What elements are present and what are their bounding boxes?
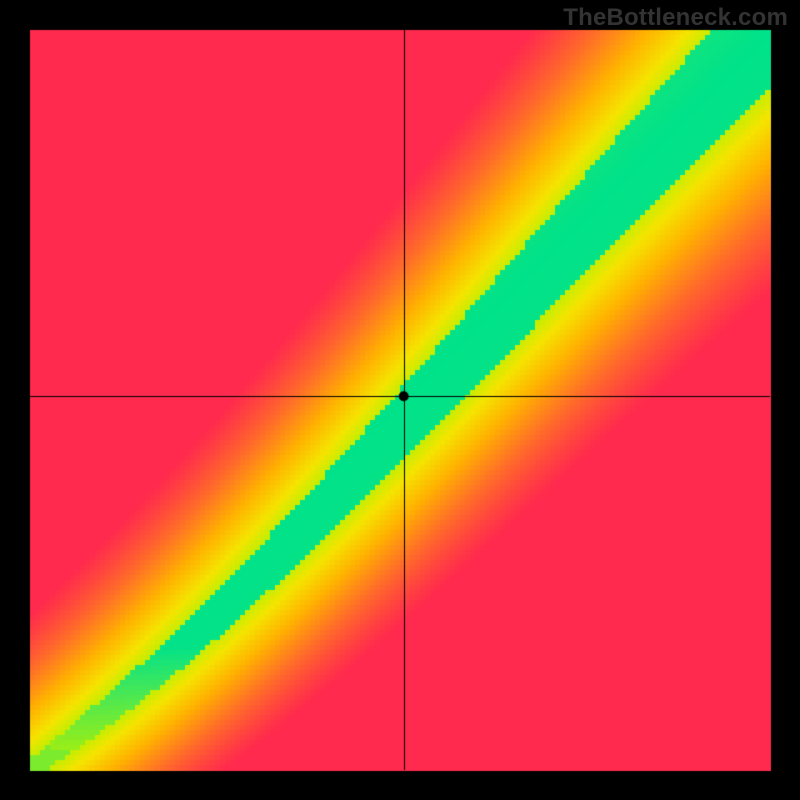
bottleneck-heatmap [0,0,800,800]
watermark-text: TheBottleneck.com [563,4,788,32]
chart-container: TheBottleneck.com [0,0,800,800]
